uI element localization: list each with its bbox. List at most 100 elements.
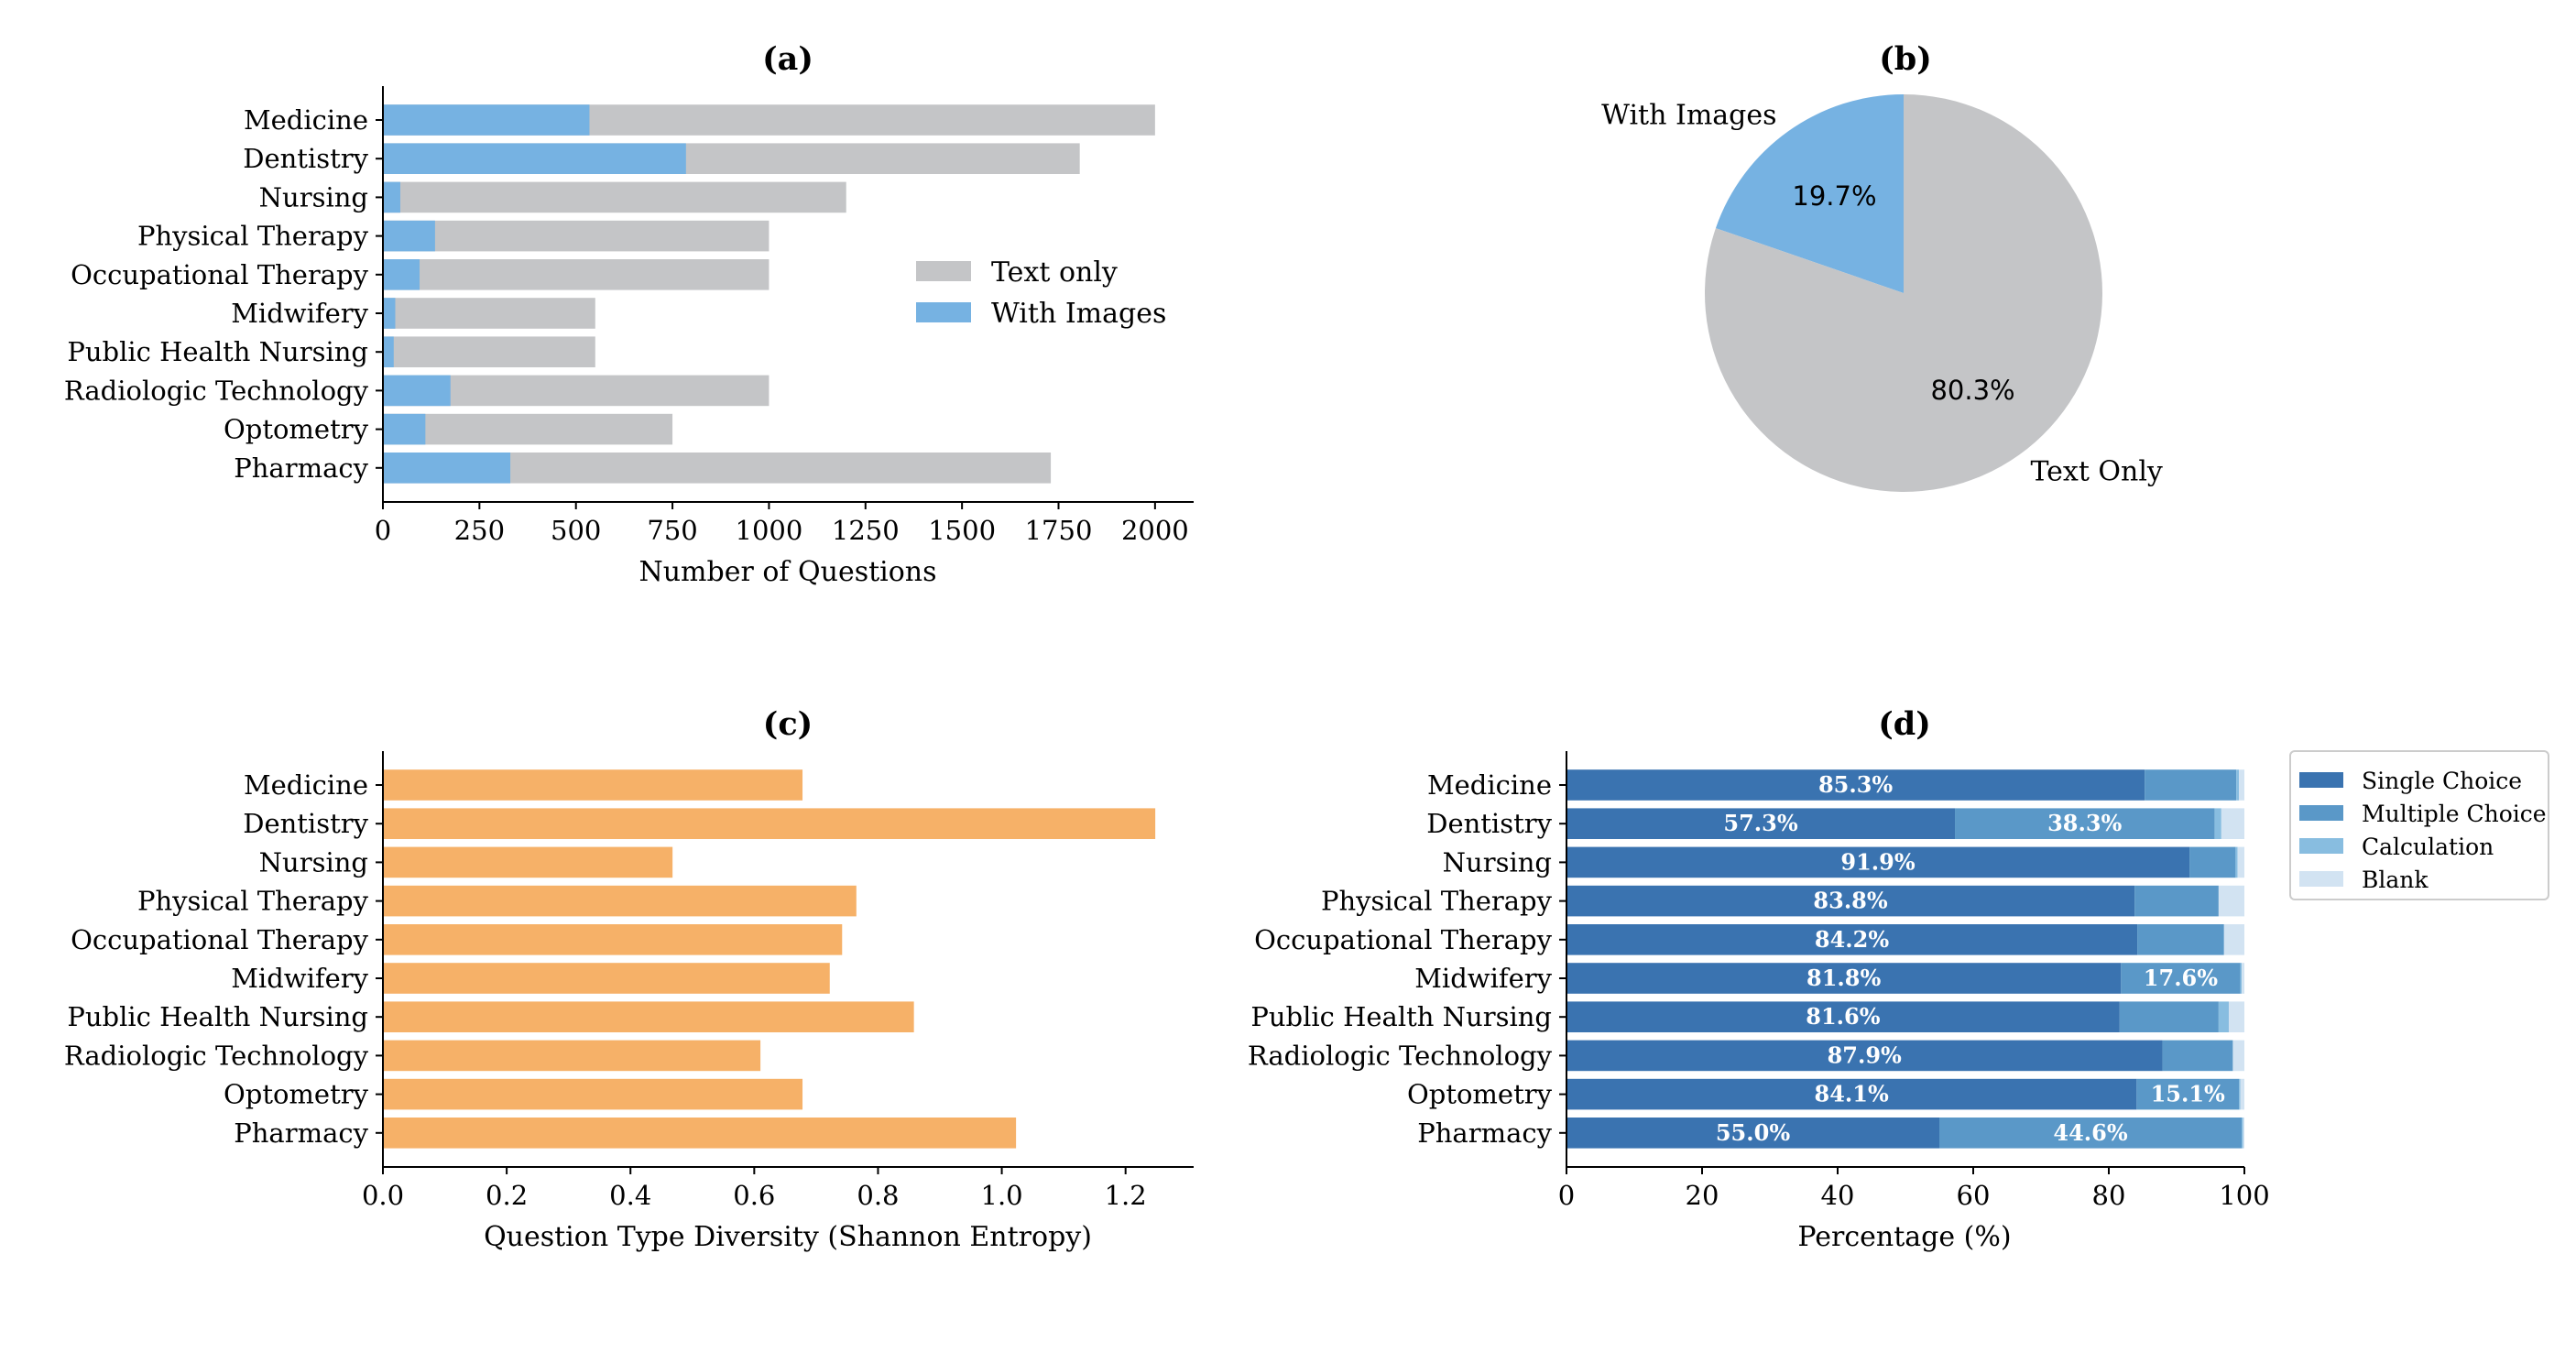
legend-swatch-calculation bbox=[2299, 838, 2343, 854]
category-label-midwifery: Midwifery bbox=[1414, 963, 1552, 994]
panel-a-x-axis-label: Number of Questions bbox=[639, 556, 936, 588]
x-tick-label: 500 bbox=[551, 515, 601, 546]
category-label-dentistry: Dentistry bbox=[1426, 808, 1552, 839]
bar-single-choice-public-health-nursing bbox=[1566, 1001, 2120, 1032]
panel-d-title: (d) bbox=[1878, 705, 1931, 743]
x-tick-label: 0.6 bbox=[733, 1180, 775, 1211]
bar-single-choice-medicine bbox=[1566, 769, 2145, 801]
bar-diversity-physical-therapy bbox=[383, 885, 857, 917]
category-label-optometry: Optometry bbox=[1407, 1079, 1553, 1110]
legend-box bbox=[2289, 750, 2549, 900]
bar-blank-physical-therapy bbox=[2218, 885, 2244, 917]
category-label-medicine: Medicine bbox=[244, 769, 368, 801]
panel-c-diversity-bars bbox=[383, 769, 1156, 1149]
legend-label-calculation: Calculation bbox=[2362, 834, 2494, 860]
panel-a-title: (a) bbox=[762, 40, 813, 78]
legend-label-multiple-choice: Multiple Choice bbox=[2362, 801, 2547, 827]
bar-calculation-medicine bbox=[2236, 769, 2240, 801]
legend-label-single-choice: Single Choice bbox=[2362, 768, 2522, 794]
bar-single-choice-optometry bbox=[1566, 1078, 2137, 1110]
bar-diversity-public-health-nursing bbox=[383, 1001, 914, 1032]
bar-multiple-choice-midwifery bbox=[2121, 963, 2241, 994]
bar-label-single-choice-radiologic-technology: 87.9% bbox=[1828, 1041, 1902, 1068]
bar-multiple-choice-physical-therapy bbox=[2134, 885, 2219, 917]
x-tick-label: 0.2 bbox=[486, 1180, 528, 1211]
bar-label-single-choice-optometry: 84.1% bbox=[1815, 1081, 1889, 1107]
bar-blank-medicine bbox=[2239, 769, 2244, 801]
bar-blank-dentistry bbox=[2221, 808, 2244, 839]
legend-swatch-text-only bbox=[916, 261, 971, 281]
panel-d-stacked-bars bbox=[1566, 769, 2244, 1149]
pie-label-with-images: With Images bbox=[1601, 100, 1776, 132]
category-label-dentistry: Dentistry bbox=[243, 808, 368, 839]
legend-label-with-images: With Images bbox=[991, 298, 1166, 330]
bar-with-images-nursing bbox=[383, 181, 400, 213]
bar-single-choice-physical-therapy bbox=[1566, 885, 2135, 917]
category-label-nursing: Nursing bbox=[259, 181, 368, 213]
category-label-pharmacy: Pharmacy bbox=[234, 453, 368, 484]
panel-a-with-images-bars bbox=[383, 104, 686, 484]
category-label-optometry: Optometry bbox=[224, 414, 369, 445]
bar-label-single-choice-physical-therapy: 83.8% bbox=[1813, 888, 1887, 914]
category-label-dentistry: Dentistry bbox=[243, 143, 368, 174]
bar-multiple-choice-nursing bbox=[2189, 846, 2236, 878]
bar-single-choice-radiologic-technology bbox=[1566, 1040, 2163, 1072]
category-label-midwifery: Midwifery bbox=[231, 298, 368, 329]
bar-diversity-dentistry bbox=[383, 808, 1156, 839]
legend-label-blank: Blank bbox=[2362, 867, 2429, 893]
x-tick-label: 1500 bbox=[928, 515, 996, 546]
bar-diversity-medicine bbox=[383, 769, 803, 801]
category-label-radiologic-technology: Radiologic Technology bbox=[64, 375, 369, 406]
bar-blank-pharmacy bbox=[2243, 1118, 2244, 1149]
bar-multiple-choice-pharmacy bbox=[1939, 1118, 2243, 1149]
x-tick-label: 0.0 bbox=[362, 1180, 404, 1211]
category-label-public-health-nursing: Public Health Nursing bbox=[1250, 1001, 1552, 1032]
x-tick-label: 80 bbox=[2092, 1180, 2126, 1211]
legend-swatch-single-choice bbox=[2299, 772, 2343, 788]
category-label-medicine: Medicine bbox=[244, 104, 368, 136]
category-label-public-health-nursing: Public Health Nursing bbox=[67, 336, 368, 367]
panel-d-bar-labels: 85.3% 57.3% 38.3% 91.9% 83.8% 84.2% 81.8% 17.6%… bbox=[1716, 771, 2225, 1146]
bar-multiple-choice-dentistry bbox=[1955, 808, 2215, 839]
panel-a-x-ticks: 0 250 500 750 1000 1250 1500 1750 2000 bbox=[375, 502, 1189, 546]
bar-single-choice-midwifery bbox=[1566, 963, 2122, 994]
category-label-nursing: Nursing bbox=[1443, 846, 1552, 878]
legend-swatch-with-images bbox=[916, 302, 971, 322]
bar-with-images-midwifery bbox=[383, 298, 396, 329]
bar-single-choice-dentistry bbox=[1566, 808, 1956, 839]
legend-swatch-multiple-choice bbox=[2299, 805, 2343, 821]
bar-with-images-dentistry bbox=[383, 143, 686, 174]
x-tick-label: 1250 bbox=[832, 515, 900, 546]
bar-calculation-nursing bbox=[2235, 846, 2238, 878]
category-label-physical-therapy: Physical Therapy bbox=[1321, 886, 1553, 917]
x-tick-label: 0.4 bbox=[609, 1180, 651, 1211]
category-label-radiologic-technology: Radiologic Technology bbox=[64, 1040, 369, 1071]
bar-with-images-medicine bbox=[383, 104, 590, 136]
x-tick-label: 100 bbox=[2219, 1180, 2269, 1211]
bar-blank-occupational-therapy bbox=[2223, 924, 2244, 955]
panel-d-x-axis-label: Percentage (%) bbox=[1797, 1221, 2011, 1253]
bar-calculation-dentistry bbox=[2214, 808, 2221, 839]
bar-diversity-optometry bbox=[383, 1078, 803, 1110]
category-label-optometry: Optometry bbox=[224, 1079, 369, 1110]
bar-diversity-pharmacy bbox=[383, 1118, 1017, 1149]
bar-with-images-radiologic-technology bbox=[383, 375, 451, 407]
panel-b-slices bbox=[1705, 94, 2103, 492]
panel-d-category-labels: Medicine Dentistry Nursing Physical Therapy… bbox=[1248, 769, 1566, 1149]
panel-c-x-axis-label: Question Type Diversity (Shannon Entropy… bbox=[484, 1221, 1092, 1253]
x-tick-label: 40 bbox=[1821, 1180, 1855, 1211]
bar-calculation-public-health-nursing bbox=[2218, 1001, 2229, 1032]
bar-multiple-choice-optometry bbox=[2136, 1078, 2240, 1110]
bar-label-single-choice-pharmacy: 55.0% bbox=[1716, 1119, 1790, 1146]
bar-calculation-pharmacy bbox=[2242, 1118, 2243, 1149]
category-label-midwifery: Midwifery bbox=[231, 963, 368, 994]
x-tick-label: 20 bbox=[1686, 1180, 1719, 1211]
category-label-physical-therapy: Physical Therapy bbox=[137, 221, 369, 252]
bar-text-only-nursing bbox=[383, 181, 846, 213]
panel-c-x-ticks: 0.0 0.2 0.4 0.6 0.8 1.0 1.2 bbox=[362, 1167, 1147, 1211]
legend-swatch-blank bbox=[2299, 871, 2343, 887]
bar-with-images-occupational-therapy bbox=[383, 259, 420, 290]
bar-multiple-choice-radiologic-technology bbox=[2162, 1040, 2233, 1072]
category-label-occupational-therapy: Occupational Therapy bbox=[71, 259, 369, 290]
